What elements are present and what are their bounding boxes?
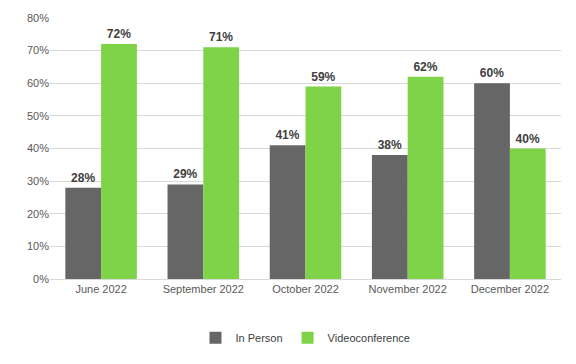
svg-text:40%: 40%: [27, 142, 49, 154]
svg-text:Videoconference: Videoconference: [328, 332, 410, 344]
svg-text:December 2022: December 2022: [471, 283, 549, 295]
svg-text:October 2022: October 2022: [272, 283, 339, 295]
svg-text:50%: 50%: [27, 110, 49, 122]
svg-text:In Person: In Person: [236, 332, 283, 344]
svg-text:20%: 20%: [27, 208, 49, 220]
svg-text:September 2022: September 2022: [163, 283, 244, 295]
svg-text:40%: 40%: [516, 132, 540, 146]
svg-text:28%: 28%: [71, 171, 95, 185]
svg-text:30%: 30%: [27, 175, 49, 187]
svg-text:10%: 10%: [27, 240, 49, 252]
svg-text:62%: 62%: [413, 60, 437, 74]
svg-text:59%: 59%: [311, 70, 335, 84]
svg-text:70%: 70%: [27, 44, 49, 56]
svg-text:60%: 60%: [480, 66, 504, 80]
svg-text:November 2022: November 2022: [369, 283, 447, 295]
svg-text:60%: 60%: [27, 77, 49, 89]
svg-text:41%: 41%: [275, 128, 299, 142]
svg-text:71%: 71%: [209, 30, 233, 44]
svg-text:80%: 80%: [27, 12, 49, 24]
svg-text:June 2022: June 2022: [75, 283, 126, 295]
svg-text:29%: 29%: [173, 167, 197, 181]
svg-text:38%: 38%: [378, 138, 402, 152]
svg-text:72%: 72%: [107, 27, 131, 41]
svg-text:0%: 0%: [33, 273, 49, 285]
